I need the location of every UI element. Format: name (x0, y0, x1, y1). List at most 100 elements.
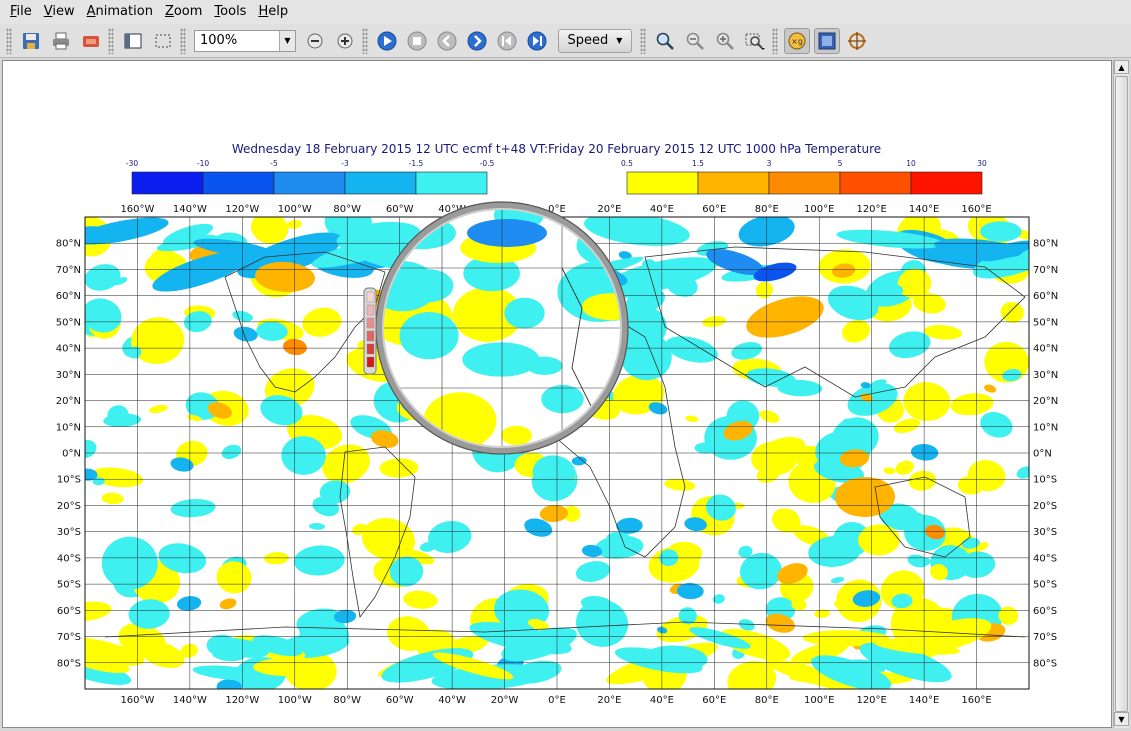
menu-zoom[interactable]: Zoom (164, 4, 203, 19)
first-frame-icon (497, 31, 517, 50)
longitude-label-bottom: 40°E (650, 695, 674, 706)
zoom-level-value: 100% (200, 33, 238, 48)
zoom-area-button[interactable] (742, 28, 768, 54)
select-area-button[interactable] (150, 28, 176, 54)
toolbar-grip[interactable] (108, 27, 114, 54)
magnifier-button[interactable]: ×g (784, 27, 810, 54)
longitude-label-top: 100°W (278, 204, 312, 215)
longitude-label-top: 20°E (597, 204, 621, 215)
layers-button[interactable] (814, 27, 840, 54)
step-back-icon (437, 31, 457, 50)
scroll-down-button[interactable]: ▼ (1114, 712, 1129, 726)
menu-file[interactable]: File (10, 4, 32, 19)
latitude-label-left: 20°S (57, 501, 81, 512)
negative-legend-swatch (202, 171, 275, 195)
positive-legend-swatch (697, 171, 770, 195)
play-button[interactable] (374, 28, 400, 54)
stop-icon (407, 31, 427, 50)
latitude-label-right: 80°S (1033, 658, 1057, 669)
positive-legend-swatch (839, 171, 912, 195)
latitude-label-right: 10°N (1033, 422, 1058, 433)
first-frame-button[interactable] (494, 28, 520, 54)
negative-legend-label: -0.5 (480, 159, 495, 168)
longitude-label-bottom: 160°E (961, 695, 991, 706)
zoom-plus-button[interactable] (712, 28, 738, 54)
longitude-label-top: 120°E (856, 204, 886, 215)
scroll-up-button[interactable]: ▲ (1114, 60, 1129, 74)
last-frame-icon (527, 31, 547, 50)
step-forward-button[interactable] (464, 28, 490, 54)
negative-legend-swatch (131, 171, 204, 195)
coastlines (104, 246, 1026, 638)
longitude-label-bottom: 120°W (225, 695, 259, 706)
magnifier-zoom-slider[interactable] (363, 287, 377, 375)
positive-legend-label: 1.5 (692, 159, 704, 168)
positive-legend-swatch (626, 171, 699, 195)
longitude-label-bottom: 140°W (173, 695, 207, 706)
speed-button[interactable]: Speed ▼ (558, 28, 632, 53)
menu-view[interactable]: View (43, 4, 75, 19)
longitude-label-top: 40°E (650, 204, 674, 215)
magnifier-lens[interactable] (346, 193, 658, 455)
save-button[interactable] (18, 28, 44, 54)
latitude-label-left: 70°S (57, 632, 81, 643)
magnified-view (384, 210, 620, 446)
longitude-label-top: 0°E (548, 204, 566, 215)
toolbar-grip[interactable] (772, 27, 778, 54)
menu-tools[interactable]: Tools (214, 4, 247, 19)
zoom-minus-icon (686, 32, 704, 50)
svg-text:×g: ×g (791, 37, 803, 46)
longitude-label-top: 160°W (120, 204, 154, 215)
menu-help[interactable]: Help (258, 4, 289, 19)
latitude-label-left: 60°S (57, 606, 81, 617)
latitude-label-left: 30°S (57, 527, 81, 538)
stop-button[interactable] (404, 28, 430, 54)
latitude-label-right: 30°S (1033, 527, 1057, 538)
menu-animation[interactable]: Animation (86, 4, 153, 19)
chevron-down-icon: ▼ (279, 30, 295, 51)
vertical-scrollbar[interactable]: ▲ ▼ (1113, 60, 1129, 728)
longitude-label-bottom: 140°E (909, 695, 939, 706)
latitude-label-right: 0°N (1033, 449, 1052, 460)
toolbar-grip[interactable] (180, 27, 186, 54)
step-back-button[interactable] (434, 28, 460, 54)
longitude-label-top: 100°E (804, 204, 834, 215)
last-frame-button[interactable] (524, 28, 550, 54)
longitude-label-top: 160°E (961, 204, 991, 215)
crosshair-button[interactable] (844, 28, 870, 54)
longitude-label-bottom: 20°E (597, 695, 621, 706)
zoom-out-button[interactable] (302, 28, 328, 54)
play-icon (377, 31, 397, 50)
scroll-thumb[interactable] (1115, 76, 1128, 712)
toolbar-grip[interactable] (640, 27, 646, 54)
zoom-in-button[interactable] (332, 28, 358, 54)
latitude-label-right: 30°N (1033, 370, 1058, 381)
longitude-label-bottom: 100°W (278, 695, 312, 706)
magnifier-icon: ×g (788, 32, 806, 49)
negative-legend-label: -10 (197, 159, 209, 168)
negative-legend-swatch (273, 171, 346, 195)
export-button[interactable] (78, 28, 104, 54)
latitude-label-left: 80°N (56, 239, 81, 250)
latitude-label-right: 50°S (1033, 580, 1057, 591)
zoom-tool-button[interactable] (652, 28, 678, 54)
print-button[interactable] (48, 28, 74, 54)
negative-legend-label: -3 (341, 159, 349, 168)
positive-legend-label: 5 (838, 159, 843, 168)
zoom-level-select[interactable]: 100% ▼ (194, 29, 296, 52)
latitude-label-right: 70°N (1033, 265, 1058, 276)
zoom-minus-button[interactable] (682, 28, 708, 54)
latitude-label-left: 40°S (57, 553, 81, 564)
positive-legend-swatch (910, 171, 983, 195)
latitude-label-right: 20°N (1033, 396, 1058, 407)
toolbar-grip[interactable] (362, 27, 368, 54)
longitude-label-top: 80°E (755, 204, 779, 215)
latitude-label-left: 60°N (56, 291, 81, 302)
sidebar-button[interactable] (120, 28, 146, 54)
longitude-label-top: 60°W (386, 204, 414, 215)
toolbar-grip[interactable] (6, 27, 12, 54)
plot-canvas[interactable]: -30 -10 -5 -3 -1.5 -0.5 0.5 1.5 3 5 10 30 160°W 160°W… (2, 60, 1112, 728)
latitude-label-right: 70°S (1033, 632, 1057, 643)
longitude-label-top: 120°W (225, 204, 259, 215)
